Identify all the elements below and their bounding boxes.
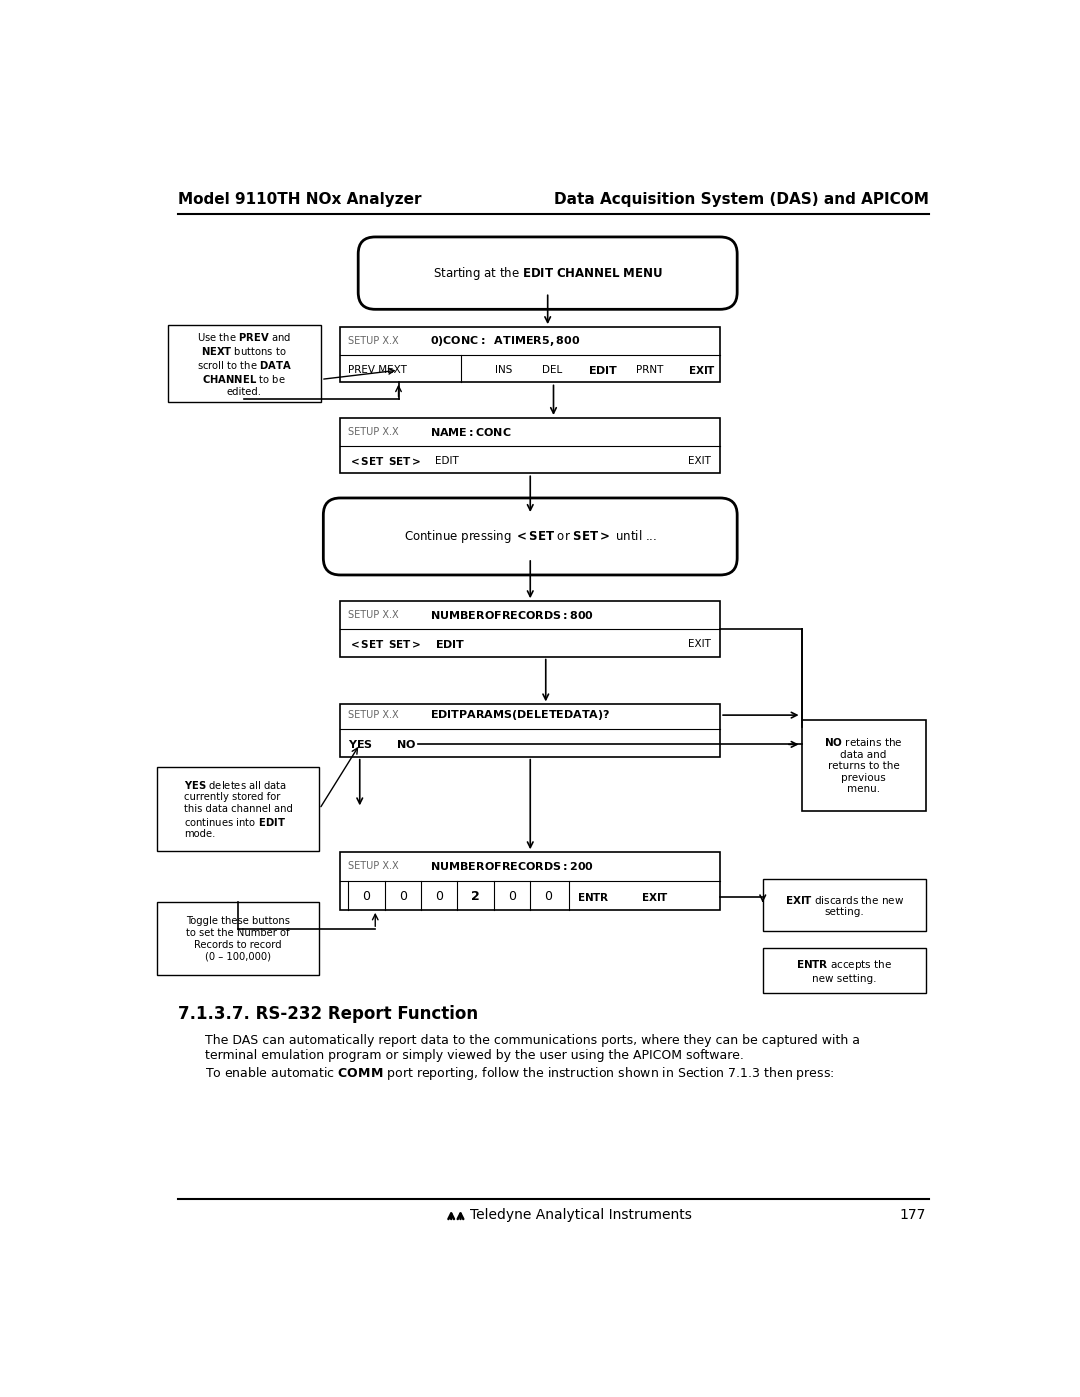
FancyBboxPatch shape: [762, 949, 926, 993]
Text: $\bf{YES}$: $\bf{YES}$: [348, 739, 373, 750]
FancyBboxPatch shape: [323, 497, 738, 576]
FancyBboxPatch shape: [157, 767, 320, 851]
Text: SETUP X.X: SETUP X.X: [348, 710, 399, 719]
Text: Model 9110TH NOx Analyzer: Model 9110TH NOx Analyzer: [177, 193, 421, 208]
Text: Use the $\bf{PREV}$ and
$\bf{NEXT}$ buttons to
scroll to the $\bf{DATA}$
$\bf{CH: Use the $\bf{PREV}$ and $\bf{NEXT}$ butt…: [197, 331, 292, 397]
Text: $\bf{EXIT}$: $\bf{EXIT}$: [642, 891, 670, 902]
Text: 2: 2: [471, 890, 480, 904]
Text: $\bf{NAME: CONC}$: $\bf{NAME: CONC}$: [430, 426, 511, 437]
Text: EDIT: EDIT: [435, 455, 459, 467]
Text: $\bf{NO}$: $\bf{NO}$: [396, 739, 417, 750]
Text: 7.1.3.7. RS-232 Report Function: 7.1.3.7. RS-232 Report Function: [177, 1004, 477, 1023]
Text: Toggle these buttons
to set the Number of
Records to record
(0 – 100,000): Toggle these buttons to set the Number o…: [186, 916, 291, 961]
FancyBboxPatch shape: [762, 879, 926, 932]
Text: $\bf{EXIT}$: $\bf{EXIT}$: [688, 365, 716, 376]
Text: 0: 0: [544, 890, 553, 904]
Text: $\bf{ENTR}$: $\bf{ENTR}$: [577, 891, 609, 902]
Text: $\bf{NUMBER OF RECORDS:800}$: $\bf{NUMBER OF RECORDS:800}$: [430, 609, 594, 622]
Text: $\bf{EDIT PARAMS (DELETE DATA)?}$: $\bf{EDIT PARAMS (DELETE DATA)?}$: [430, 708, 610, 722]
Text: $\bf{NUMBER OF RECORDS:200}$: $\bf{NUMBER OF RECORDS:200}$: [430, 861, 594, 872]
Text: 0: 0: [362, 890, 370, 904]
Text: DEL: DEL: [542, 365, 562, 376]
Text: $\bf{SET>}$: $\bf{SET>}$: [389, 638, 421, 650]
Text: Data Acquisition System (DAS) and APICOM: Data Acquisition System (DAS) and APICOM: [554, 193, 930, 208]
Text: $\bf{<SET}$: $\bf{<SET}$: [348, 455, 384, 467]
Text: $\bf{NO}$ retains the
data and
returns to the
previous
menu.: $\bf{NO}$ retains the data and returns t…: [824, 736, 903, 795]
FancyBboxPatch shape: [801, 719, 926, 810]
Text: PRNT: PRNT: [636, 365, 664, 376]
FancyBboxPatch shape: [157, 902, 320, 975]
Text: 0: 0: [399, 890, 407, 904]
Text: $\bf{SET>}$: $\bf{SET>}$: [389, 455, 421, 467]
Text: PREV MEXT: PREV MEXT: [348, 365, 407, 376]
Text: SETUP X.X: SETUP X.X: [348, 861, 399, 872]
FancyBboxPatch shape: [167, 326, 321, 402]
FancyBboxPatch shape: [340, 704, 720, 757]
Text: The DAS can automatically report data to the communications ports, where they ca: The DAS can automatically report data to…: [205, 1034, 860, 1062]
Text: $\bf{0) CONC:\ \ ATIMER 5, 800}$: $\bf{0) CONC:\ \ ATIMER 5, 800}$: [430, 334, 580, 348]
Text: $\bf{ENTR}$ accepts the
new setting.: $\bf{ENTR}$ accepts the new setting.: [796, 958, 892, 983]
Text: EXIT: EXIT: [688, 455, 711, 467]
Text: INS: INS: [496, 365, 513, 376]
FancyBboxPatch shape: [340, 327, 720, 383]
Text: $\bf{<SET}$: $\bf{<SET}$: [348, 638, 384, 650]
Text: Teledyne Analytical Instruments: Teledyne Analytical Instruments: [470, 1208, 691, 1222]
Text: EXIT: EXIT: [688, 640, 711, 650]
Text: Starting at the $\bf{EDIT\ CHANNEL\ MENU}$: Starting at the $\bf{EDIT\ CHANNEL\ MENU…: [433, 264, 662, 282]
FancyBboxPatch shape: [340, 601, 720, 657]
Text: $\bf{EXIT}$ discards the new
setting.: $\bf{EXIT}$ discards the new setting.: [784, 894, 904, 916]
Text: SETUP X.X: SETUP X.X: [348, 426, 399, 437]
Text: SETUP X.X: SETUP X.X: [348, 610, 399, 620]
Text: Continue pressing $\bf{<SET}$ or $\bf{SET>}$ until ...: Continue pressing $\bf{<SET}$ or $\bf{SE…: [404, 528, 657, 545]
FancyBboxPatch shape: [340, 852, 720, 909]
FancyBboxPatch shape: [359, 237, 738, 309]
Text: 0: 0: [508, 890, 516, 904]
Text: SETUP X.X: SETUP X.X: [348, 335, 399, 346]
Text: $\bf{EDIT}$: $\bf{EDIT}$: [589, 365, 619, 376]
Text: 0: 0: [435, 890, 443, 904]
Text: $\bf{YES}$ deletes all data
currently stored for
this data channel and
continues: $\bf{YES}$ deletes all data currently st…: [184, 778, 293, 840]
Text: To enable automatic $\bf{COMM}$ port reporting, follow the instruction shown in : To enable automatic $\bf{COMM}$ port rep…: [205, 1065, 834, 1081]
Text: 177: 177: [900, 1208, 926, 1222]
Text: $\bf{EDIT}$: $\bf{EDIT}$: [435, 638, 465, 650]
FancyBboxPatch shape: [340, 418, 720, 474]
